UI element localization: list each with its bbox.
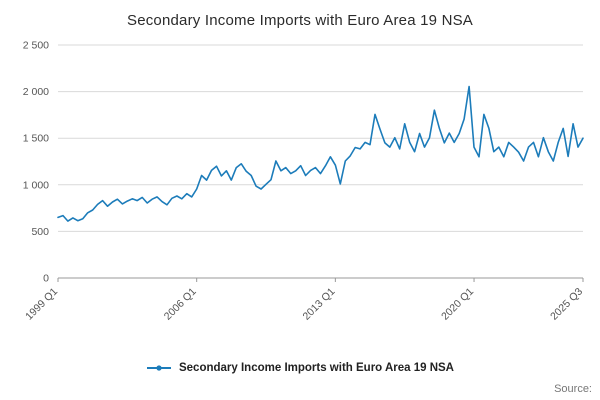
- x-axis-ticks: 1999 Q1 2006 Q1 2013 Q1 2020 Q1 2025 Q3: [23, 278, 585, 323]
- svg-text:2025 Q3: 2025 Q3: [548, 286, 585, 323]
- svg-text:2020 Q1: 2020 Q1: [439, 286, 476, 323]
- legend-label: Secondary Income Imports with Euro Area …: [178, 362, 454, 374]
- chart-title: Secondary Income Imports with Euro Area …: [126, 12, 474, 29]
- svg-text:0: 0: [43, 273, 49, 285]
- svg-text:1 500: 1 500: [23, 133, 49, 145]
- svg-text:2006 Q1: 2006 Q1: [162, 286, 199, 323]
- y-axis-labels: 0 500 1 000 1 500 2 000 2 500: [23, 40, 49, 285]
- svg-text:1999 Q1: 1999 Q1: [23, 286, 60, 323]
- svg-text:2013 Q1: 2013 Q1: [301, 286, 338, 323]
- legend[interactable]: Secondary Income Imports with Euro Area …: [0, 362, 600, 374]
- svg-text:1 000: 1 000: [23, 179, 49, 191]
- line-chart: 0 500 1 000 1 500 2 000 2 500 1999 Q1 2006 Q1 2…: [23, 40, 586, 323]
- source-label: Source:: [554, 383, 592, 395]
- data-line-series: [57, 85, 584, 222]
- gridlines: [58, 44, 583, 279]
- legend-line-marker-icon: [146, 365, 171, 371]
- svg-text:2 000: 2 000: [23, 86, 49, 98]
- svg-text:2 500: 2 500: [23, 40, 49, 52]
- svg-text:500: 500: [31, 226, 49, 238]
